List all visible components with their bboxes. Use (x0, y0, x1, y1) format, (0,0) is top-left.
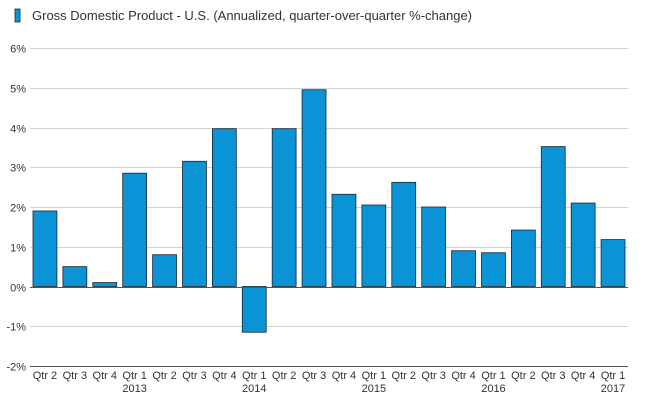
x-tick-label: Qtr 2 (152, 370, 176, 382)
x-tick-label: Qtr 4 (571, 370, 595, 382)
y-tick-label: 2% (10, 203, 26, 215)
x-tick-label: Qtr 4 (451, 370, 475, 382)
bar (32, 210, 58, 287)
bar (241, 286, 267, 333)
x-year-label: 2013 (122, 383, 146, 395)
legend: Gross Domestic Product - U.S. (Annualize… (14, 8, 472, 23)
x-tick-label: Qtr 3 (541, 370, 565, 382)
bar (211, 128, 237, 287)
x-tick-label: Qtr 4 (332, 370, 356, 382)
y-tick-label: 0% (10, 283, 26, 295)
x-tick-label: Qtr 2 (33, 370, 57, 382)
bar (570, 202, 596, 287)
x-tick-label: Qtr 3 (302, 370, 326, 382)
x-tick-label: Qtr 2 (392, 370, 416, 382)
x-year-label: 2014 (242, 383, 266, 395)
bar (421, 206, 447, 287)
bar (391, 181, 417, 287)
legend-swatch (14, 8, 21, 23)
bar (510, 229, 536, 287)
x-tick-label: Qtr 3 (421, 370, 445, 382)
x-tick-label: Qtr 1 (242, 370, 266, 382)
bar (331, 193, 357, 287)
x-tick-label: Qtr 1 (362, 370, 386, 382)
bar (301, 89, 327, 287)
bar (481, 252, 506, 287)
bar (92, 282, 118, 287)
bar (122, 172, 148, 287)
bar (62, 266, 88, 287)
x-tick-label: Qtr 1 (122, 370, 146, 382)
y-tick-label: 1% (10, 243, 26, 255)
bar (361, 204, 387, 287)
x-tick-label: Qtr 3 (63, 370, 87, 382)
bar (271, 128, 297, 287)
gridlines (30, 48, 628, 367)
bar (540, 146, 566, 287)
bar (600, 239, 626, 287)
bar (182, 160, 207, 287)
x-tick-label: Qtr 4 (93, 370, 117, 382)
y-tick-label: 4% (10, 124, 26, 136)
bar (152, 254, 177, 287)
x-tick-label: Qtr 2 (511, 370, 535, 382)
x-tick-label: Qtr 1 (601, 370, 625, 382)
x-year-label: 2016 (481, 383, 505, 395)
y-tick-label: -2% (6, 362, 26, 374)
x-year-label: 2015 (362, 383, 386, 395)
x-year-label: 2017 (601, 383, 625, 395)
x-tick-label: Qtr 2 (272, 370, 296, 382)
y-tick-label: -1% (6, 322, 26, 334)
bars (32, 89, 626, 333)
x-tick-label: Qtr 3 (182, 370, 206, 382)
x-tick-label: Qtr 1 (481, 370, 505, 382)
x-tick-label: Qtr 4 (212, 370, 236, 382)
y-axis: -2% -1% 0% 1% 2% 3% 4% 5% 6% (6, 44, 26, 374)
y-tick-label: 5% (10, 84, 26, 96)
x-axis: Qtr 2 Qtr 3 Qtr 4 Qtr 1 Qtr 2 Qtr 3 Qtr 4 Qtr 1… (30, 287, 628, 395)
legend-label: Gross Domestic Product - U.S. (Annualize… (32, 8, 472, 23)
bar (451, 250, 476, 287)
y-tick-label: 3% (10, 163, 26, 175)
y-tick-label: 6% (10, 44, 26, 56)
